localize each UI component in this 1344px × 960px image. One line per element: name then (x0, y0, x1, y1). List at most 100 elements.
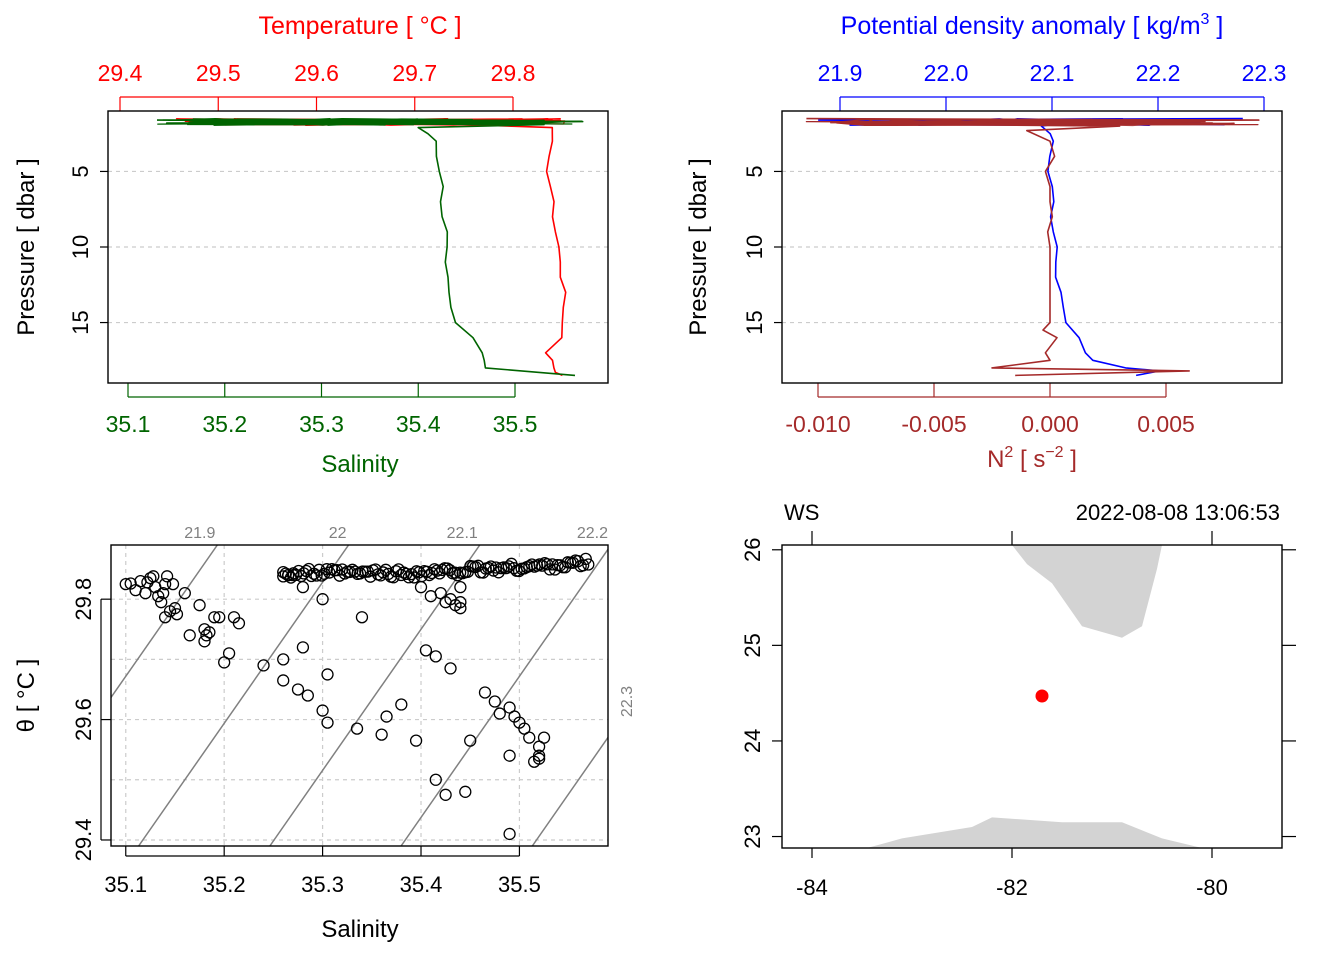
x-tick-label: 35.3 (301, 872, 344, 897)
top-tick-label: 22.2 (1136, 60, 1181, 86)
data-point (139, 587, 152, 600)
station-name-label: WS (784, 500, 819, 525)
data-point (454, 580, 467, 594)
data-point (478, 686, 492, 699)
x-axis-label: Salinity (321, 916, 398, 943)
timestamp-label: 2022-08-08 13:06:53 (1076, 500, 1280, 525)
isopycnal-line (111, 545, 218, 699)
x-tick-label: 35.4 (400, 872, 443, 897)
top-tick-label: 29.8 (491, 60, 536, 86)
y-tick-label: 26 (740, 538, 765, 562)
data-point (454, 596, 467, 609)
isopycnal-label: 21.9 (184, 525, 215, 542)
top-tick-label: 29.4 (98, 60, 143, 86)
land-south (867, 817, 1202, 848)
isopycnal-group (111, 545, 608, 846)
data-point (409, 734, 423, 747)
data-point (377, 566, 390, 579)
y-axis-label: Pressure [ dbar ] (13, 158, 40, 335)
temperature-salinity-panel: 5 10 15 Pressure [ dbar ] 29.4 29.5 29.6 29.7 29… (13, 12, 609, 478)
data-point (158, 611, 172, 624)
temperature-line (198, 119, 567, 377)
data-point (222, 647, 236, 660)
y-axis-label: θ [ °C ] (13, 659, 40, 733)
x-tick-label: -82 (996, 875, 1028, 900)
data-point (532, 752, 546, 765)
isopycnal-line (138, 545, 350, 846)
x-tick-label: 35.2 (203, 872, 246, 897)
data-point (277, 653, 290, 666)
plot-frame (781, 110, 1283, 384)
x-tick-label: -80 (1196, 875, 1228, 900)
data-point (414, 580, 428, 594)
data-point (429, 773, 442, 786)
data-point (291, 683, 305, 696)
data-point (320, 563, 333, 576)
data-point (286, 568, 300, 582)
top-axis-label: Potential density anomaly [ kg/m3 ] (841, 11, 1224, 40)
data-point (503, 749, 516, 762)
data-point (158, 577, 172, 591)
x-tick-label: 35.5 (498, 872, 541, 897)
top-tick-label: 29.6 (294, 60, 339, 86)
salinity-line (156, 119, 584, 377)
data-point (281, 568, 295, 582)
isopycnal-label: 22.2 (577, 525, 608, 542)
plot-frame (781, 544, 1283, 849)
station-map-panel: -84 -82 -80 23 24 25 26 WS 2022-08-08 13:06:53 (740, 500, 1296, 900)
data-point (296, 641, 310, 654)
data-point (429, 650, 442, 663)
y-tick-label: 15 (742, 310, 767, 334)
bottom-axis-label: N2 [ s−2 ] (987, 444, 1077, 473)
data-point (459, 785, 472, 798)
bottom-tick-label: 35.4 (396, 411, 441, 437)
isopycnal-line (400, 548, 608, 846)
bottom-tick-label: 35.5 (493, 411, 538, 437)
y-tick-label: 24 (740, 729, 765, 753)
data-point (348, 565, 362, 578)
density-stability-panel: 5 10 15 Pressure [ dbar ] 21.9 22.0 22.1 22.2 22… (685, 11, 1286, 473)
isopycnal-label: 22.3 (619, 686, 636, 717)
top-tick-label: 22.0 (924, 60, 969, 86)
data-point (493, 707, 506, 720)
bottom-axis-label: Salinity (321, 451, 398, 478)
y-tick-label: 29.8 (71, 578, 96, 621)
land-north (1012, 545, 1162, 638)
data-point (310, 569, 323, 582)
data-point (380, 710, 393, 723)
n2-line (806, 117, 1260, 377)
y-tick-label: 23 (740, 824, 765, 848)
data-point (321, 668, 334, 681)
data-point (444, 662, 457, 675)
y-tick-label: 15 (68, 310, 93, 334)
isopycnal-label: 22.1 (447, 525, 478, 542)
isopycnal-label: 22 (329, 525, 347, 542)
y-tick-label: 5 (742, 165, 767, 177)
data-point (257, 659, 270, 672)
data-point (582, 558, 595, 571)
data-point (439, 788, 452, 801)
data-point (537, 731, 551, 744)
data-point (200, 629, 213, 642)
data-point (170, 608, 184, 621)
bottom-tick-label: -0.010 (785, 411, 850, 437)
data-point (448, 566, 462, 579)
data-point (155, 596, 168, 609)
top-tick-label: 22.1 (1030, 60, 1075, 86)
y-tick-label: 10 (742, 235, 767, 259)
y-tick-label: 29.4 (71, 819, 96, 862)
y-tick-label: 29.6 (71, 698, 96, 741)
bottom-tick-label: -0.005 (901, 411, 966, 437)
y-tick-label: 10 (68, 235, 93, 259)
plot-frame (107, 110, 609, 384)
data-point (193, 599, 206, 612)
data-point (301, 689, 314, 702)
data-point (523, 731, 536, 744)
data-point (316, 704, 329, 717)
data-point (350, 722, 364, 735)
data-point (316, 593, 329, 606)
data-point (119, 577, 132, 591)
data-point (178, 587, 191, 600)
data-point (232, 617, 246, 630)
